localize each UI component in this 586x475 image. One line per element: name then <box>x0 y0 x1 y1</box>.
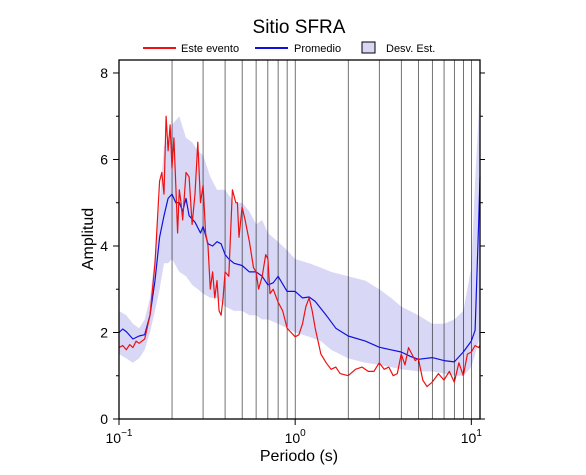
std-dev-band <box>119 64 480 376</box>
y-tick-label: 8 <box>100 65 108 81</box>
grid-lines <box>171 60 472 419</box>
series-line-este-evento <box>118 115 481 388</box>
legend-label: Promedio <box>294 43 341 55</box>
series-line-promedio <box>118 176 481 363</box>
legend-label: Este evento <box>181 43 239 55</box>
y-tick-label: 4 <box>100 238 108 254</box>
x-tick-label: 101 <box>461 428 483 446</box>
y-tick-label: 0 <box>100 411 108 427</box>
chart-title: Sitio SFRA <box>253 17 346 38</box>
x-tick-label: 100 <box>285 428 307 446</box>
x-tick-label: 10−1 <box>106 428 133 446</box>
legend-swatch <box>361 41 376 54</box>
legend-label: Desv. Est. <box>386 43 435 55</box>
plot-frame <box>118 59 481 420</box>
x-axis-label: Periodo (s) <box>260 448 338 465</box>
y-tick-label: 6 <box>100 151 108 167</box>
chart-legend: Este evento Promedio Desv. Est. <box>143 41 435 55</box>
y-tick-label: 2 <box>100 324 108 340</box>
y-axis-label: Amplitud <box>80 208 97 270</box>
plot-area: 0 2 4 6 8 10−1 100 101 <box>100 59 485 446</box>
